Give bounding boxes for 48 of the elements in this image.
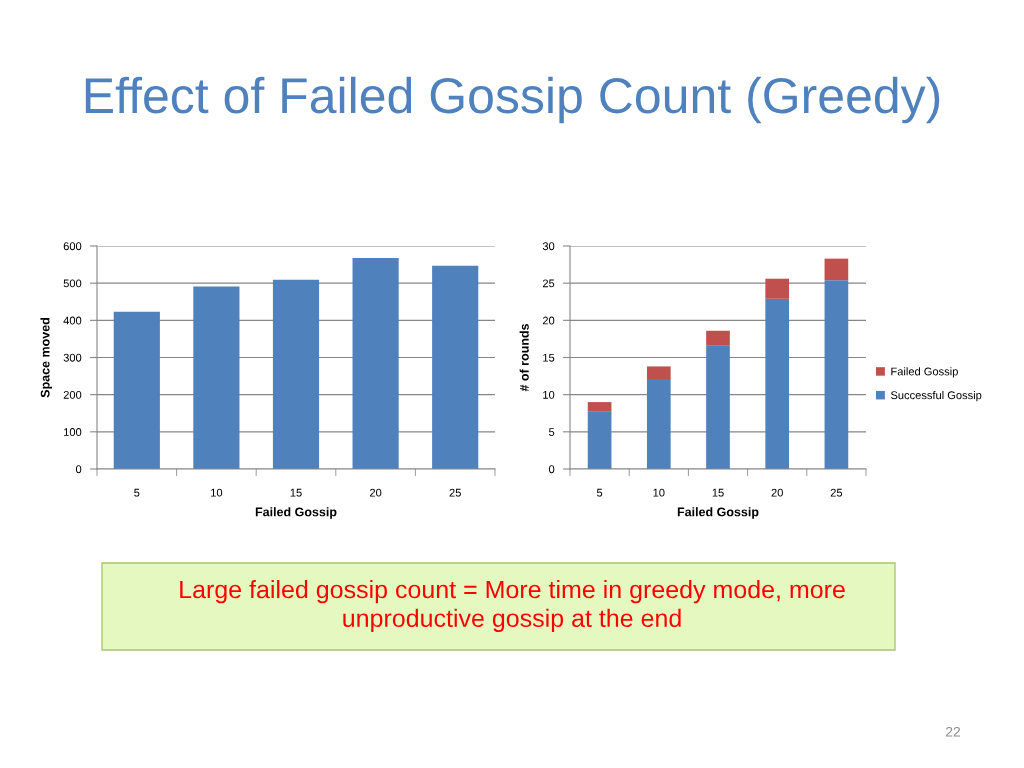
y-tick-label: 15	[543, 353, 555, 362]
y-tick-label: 10	[543, 390, 555, 399]
y-axis-title: Space moved	[40, 318, 53, 398]
y-tick-label: 5	[548, 428, 555, 436]
text: Large failed gossip count = More time in greedy mode, more unproductive gossip at the end	[180, 579, 845, 633]
bar	[352, 257, 399, 469]
y-tick-label: 600	[63, 242, 82, 251]
y-tick-label: 400	[63, 316, 82, 325]
y-axis-title: # of rounds	[519, 323, 529, 392]
x-tick-label: 10	[211, 488, 223, 497]
x-tick-label: 5	[596, 488, 603, 497]
bar	[706, 345, 730, 469]
x-tick-label: 20	[771, 488, 783, 497]
bar	[193, 286, 240, 469]
y-tick-label: 30	[542, 242, 555, 251]
bar	[706, 330, 730, 346]
bar	[587, 402, 612, 412]
legend-label: Successful Gossip	[890, 390, 982, 402]
legend-label: Failed Gossip	[891, 367, 958, 378]
x-tick-label: 15	[290, 488, 302, 497]
y-tick-label: 20	[542, 316, 555, 325]
x-tick-label: 20	[369, 488, 382, 497]
bar	[432, 265, 479, 469]
bar	[765, 278, 790, 299]
y-tick-label: 200	[63, 390, 82, 399]
bar	[646, 366, 671, 380]
y-tick-label: 0	[548, 465, 555, 474]
bar	[113, 311, 160, 469]
bar	[587, 411, 612, 469]
y-tick-label: 100	[64, 428, 82, 436]
bar	[646, 379, 671, 469]
x-axis-title: Failed Gossip	[255, 507, 337, 519]
x-tick-label: 25	[449, 488, 461, 497]
bar	[272, 279, 320, 469]
x-tick-label: 25	[830, 488, 843, 497]
x-tick-label: 15	[712, 488, 724, 497]
x-tick-label: 10	[653, 488, 665, 497]
x-tick-label: 5	[134, 488, 140, 497]
y-tick-label: 25	[542, 279, 555, 288]
chart-title: Effect of Failed Gossip Count (Greedy)	[85, 76, 940, 124]
y-tick-label: 500	[63, 279, 82, 288]
text: 22	[945, 726, 961, 737]
y-tick-label: 300	[63, 353, 82, 362]
bar	[824, 280, 849, 469]
bar	[765, 298, 790, 469]
y-tick-label: 0	[75, 465, 82, 474]
x-axis-title: Failed Gossip	[677, 507, 759, 519]
bar	[824, 258, 849, 281]
